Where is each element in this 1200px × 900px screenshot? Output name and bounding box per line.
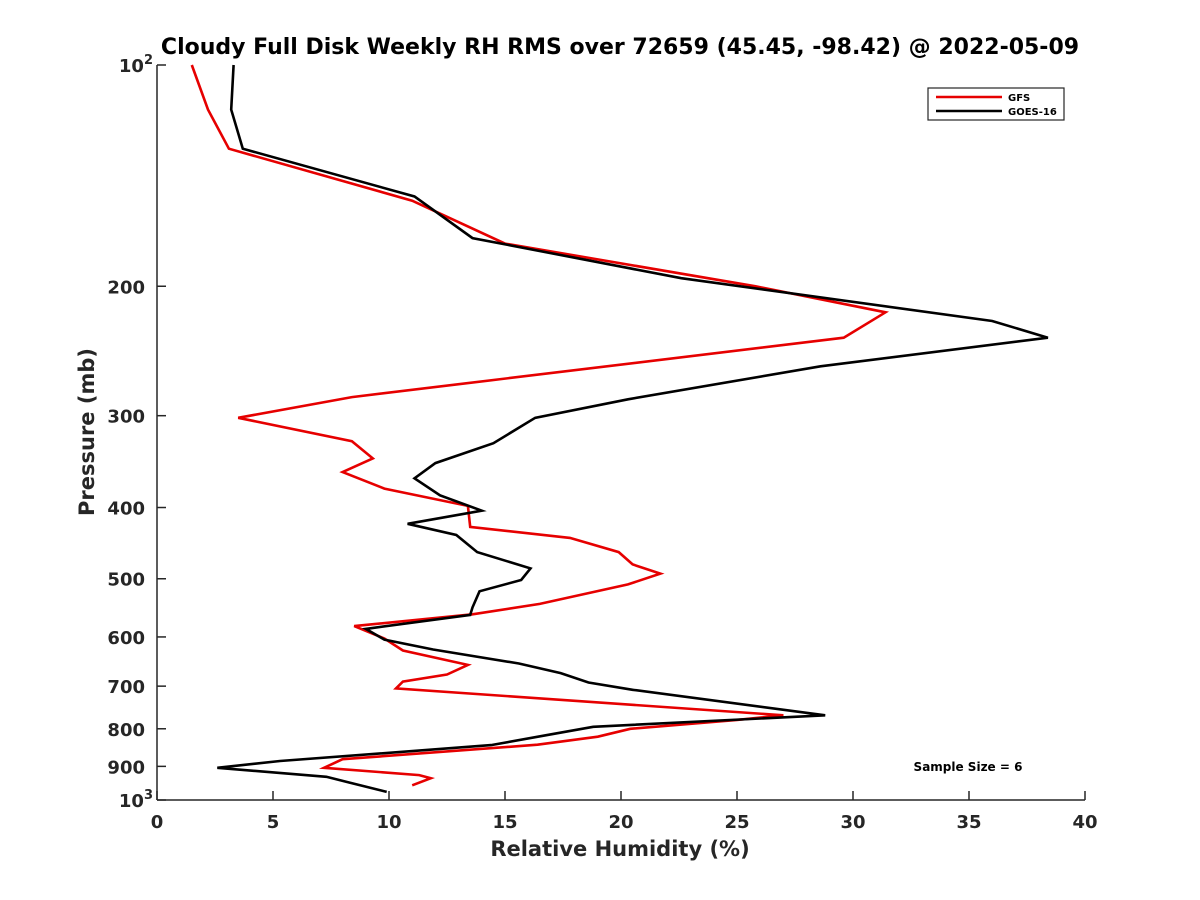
y-tick-label: 700: [107, 677, 145, 698]
legend-box: [927, 87, 1065, 121]
series-line-gfs: [190, 64, 890, 787]
series-line-goes-16: [217, 64, 1049, 794]
x-axis-label: Relative Humidity (%): [490, 837, 749, 861]
y-tick-label: 400: [107, 499, 145, 520]
y-tick-label-exponent: 3: [144, 788, 153, 803]
series-layer: [190, 64, 1049, 794]
y-tick-label: 900: [107, 757, 145, 778]
x-tick-label: 5: [267, 812, 280, 833]
y-axis-label: Pressure (mb): [75, 348, 99, 516]
y-tick-label: 500: [107, 570, 145, 591]
y-tick-label: 600: [107, 628, 145, 649]
y-tick-label: 200: [107, 277, 145, 298]
x-tick-label: 0: [151, 812, 164, 833]
legend: GFS GOES-16: [927, 87, 1065, 121]
chart-title: Cloudy Full Disk Weekly RH RMS over 7265…: [161, 35, 1079, 60]
x-axis-ticks: 0 5 10 15 20 25 30 35 40: [151, 791, 1098, 833]
legend-label: GFS: [1008, 93, 1030, 104]
x-tick-label: 30: [840, 812, 865, 833]
legend-label: GOES-16: [1008, 107, 1057, 118]
x-tick-label: 10: [376, 812, 401, 833]
x-tick-label: 20: [608, 812, 633, 833]
y-tick-label: 800: [107, 720, 145, 741]
y-tick-label-base: 10: [119, 56, 144, 77]
x-tick-label: 40: [1072, 812, 1097, 833]
y-tick-label-base: 10: [119, 791, 144, 812]
y-tick-label-exponent: 2: [144, 53, 153, 68]
x-tick-label: 35: [956, 812, 981, 833]
x-tick-label: 15: [492, 812, 517, 833]
y-tick-label: 300: [107, 407, 145, 428]
x-tick-label: 25: [724, 812, 749, 833]
sample-size-annotation: Sample Size = 6: [914, 760, 1023, 774]
y-tick-label: 102: [119, 53, 153, 77]
y-tick-label: 103: [119, 788, 153, 812]
